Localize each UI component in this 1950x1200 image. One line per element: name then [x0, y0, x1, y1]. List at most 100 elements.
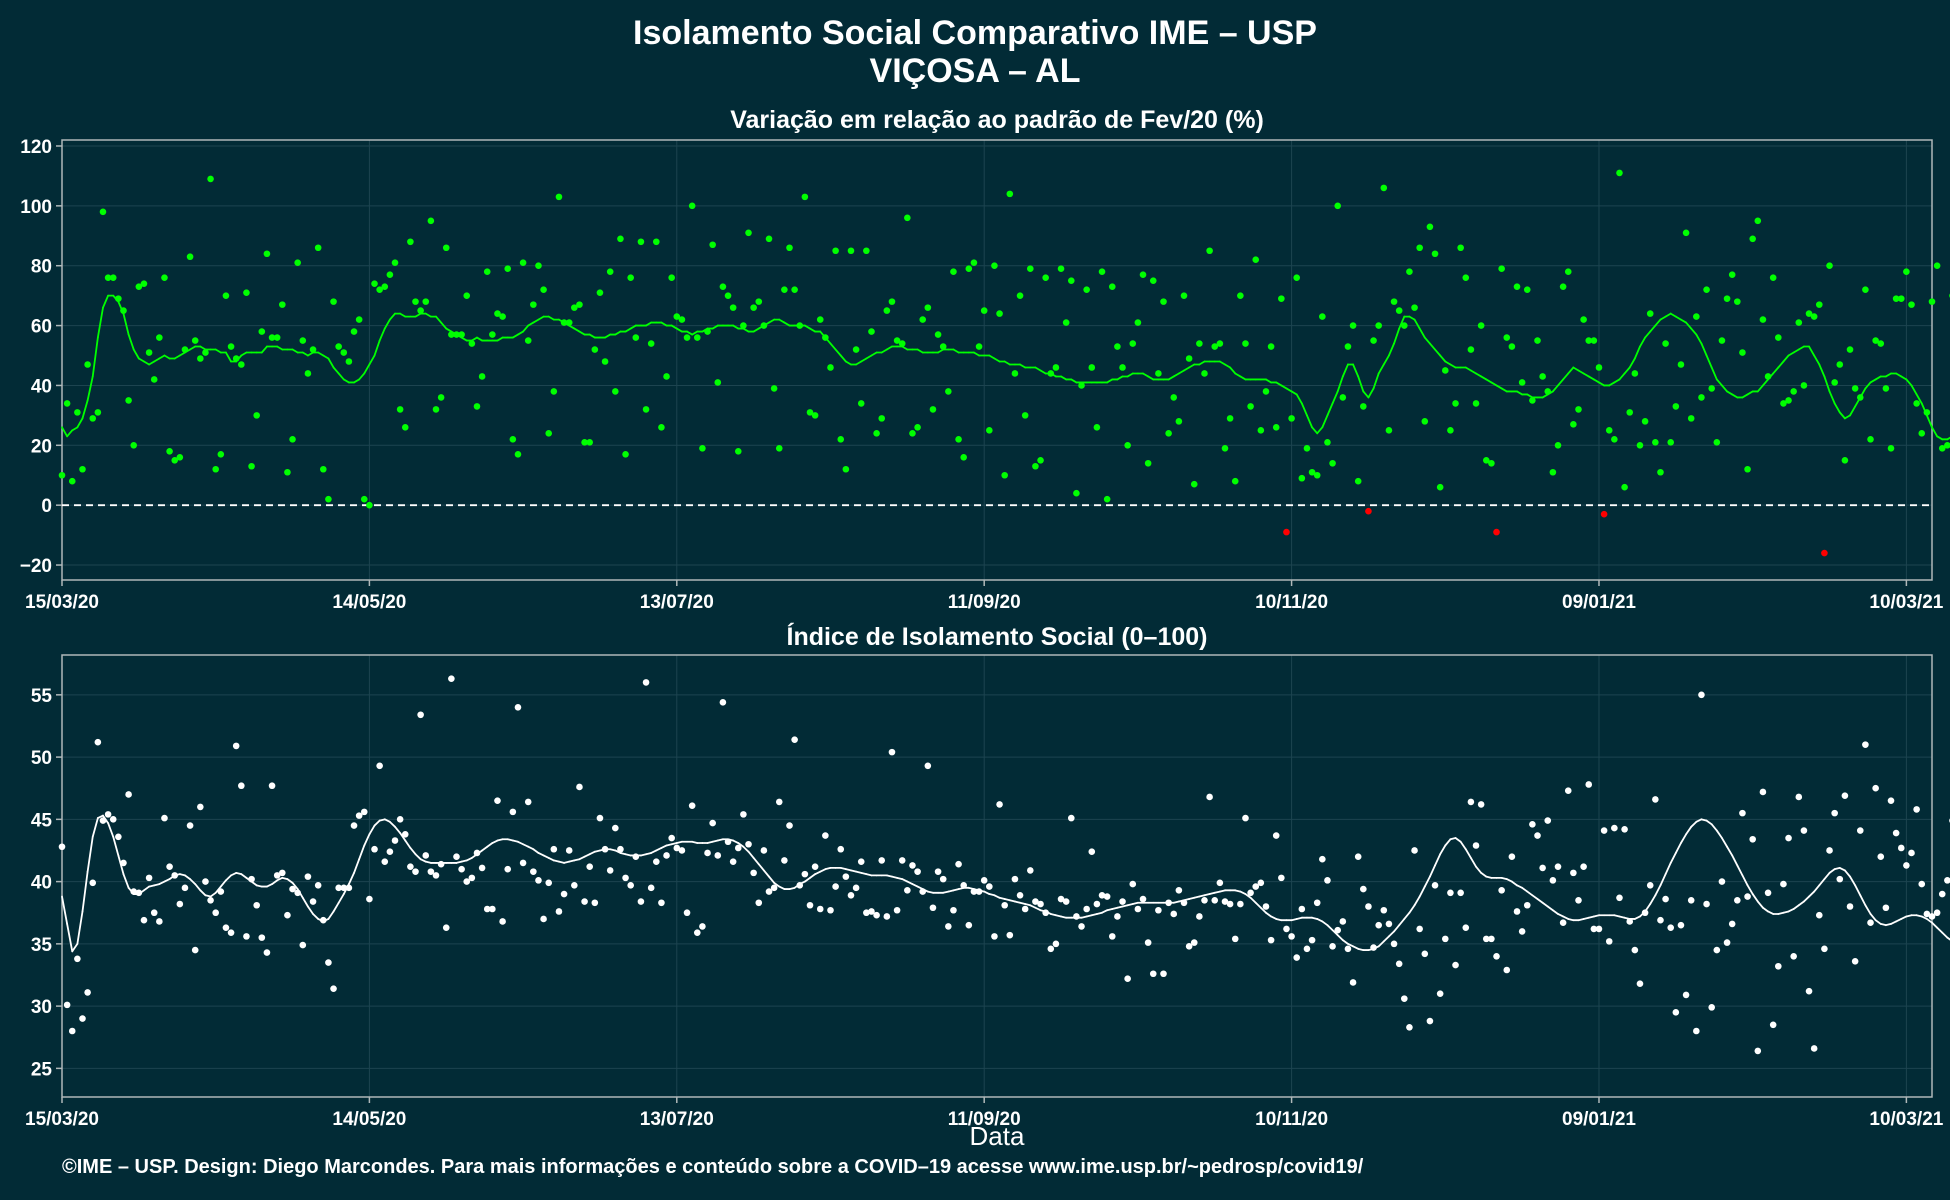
data-point [524, 798, 532, 806]
data-point [980, 307, 988, 314]
x-tick-label: 11/09/20 [948, 592, 1021, 613]
moving-average-segment [1895, 372, 1903, 378]
data-point [1436, 990, 1444, 997]
data-point [1308, 468, 1316, 476]
data-point [463, 292, 471, 299]
moving-average-segment [1500, 387, 1508, 393]
moving-average-segment [1470, 369, 1477, 375]
moving-average-segment [414, 853, 422, 861]
data-point [1892, 829, 1900, 837]
moving-average-segment [1531, 894, 1539, 900]
moving-average-segment [1557, 913, 1565, 918]
moving-average-segment [1039, 369, 1047, 375]
data-point [801, 193, 809, 201]
data-point [1882, 385, 1890, 392]
data-point [1057, 265, 1065, 273]
data-point [1605, 938, 1613, 945]
data-point [489, 905, 496, 913]
moving-average-segment [337, 893, 345, 904]
data-point [1098, 268, 1106, 276]
moving-average-segment [1685, 825, 1693, 836]
data-point [437, 860, 445, 868]
moving-average-segment [368, 354, 376, 366]
data-point [868, 328, 875, 335]
data-point [1011, 875, 1019, 883]
moving-average-segment [1710, 366, 1718, 381]
moving-average-segment [517, 840, 524, 846]
data-point [1324, 439, 1331, 446]
moving-average-segment [404, 839, 412, 849]
moving-average-segment [624, 327, 632, 333]
moving-average-segment [266, 883, 273, 888]
data-point [1641, 418, 1649, 425]
data-point [1534, 832, 1541, 839]
x-axis-label: Data [970, 1121, 1025, 1151]
moving-average-segment [752, 857, 760, 866]
moving-average-segment [1726, 390, 1734, 396]
data-point [863, 247, 870, 255]
data-point [1293, 954, 1301, 961]
data-point [1636, 442, 1644, 449]
data-point [268, 334, 276, 341]
data-point [1764, 889, 1772, 897]
moving-average-segment [809, 327, 817, 333]
data-point [1682, 991, 1690, 999]
moving-average-segment [537, 852, 545, 857]
moving-average-segment [1915, 393, 1923, 405]
data-point [1436, 483, 1444, 491]
moving-average-segment [1177, 369, 1185, 375]
moving-average-segment [573, 327, 581, 333]
moving-average-segment [322, 354, 330, 360]
moving-average-segment [655, 847, 663, 852]
data-point [986, 883, 993, 890]
data-point [1805, 987, 1813, 995]
moving-average-segment [1813, 354, 1821, 366]
moving-average-segment [1925, 918, 1933, 924]
moving-average-segment [1229, 366, 1237, 375]
moving-average-segment [86, 835, 94, 873]
data-point [1559, 919, 1567, 926]
data-point [166, 863, 173, 870]
moving-average-segment [91, 817, 99, 838]
data-point [642, 406, 650, 413]
data-point [1856, 827, 1864, 834]
data-point [1631, 370, 1639, 377]
data-point [1877, 853, 1885, 861]
data-point [663, 373, 670, 380]
data-point [622, 450, 629, 458]
data-point [1605, 427, 1613, 434]
data-point [1780, 400, 1787, 407]
moving-average-segment [373, 819, 381, 827]
data-point [791, 736, 798, 743]
moving-average-segment [1198, 360, 1206, 366]
moving-average-segment [1890, 920, 1898, 925]
data-point [965, 921, 973, 929]
data-point [340, 349, 348, 356]
data-point [309, 898, 317, 905]
data-point [1103, 893, 1111, 900]
moving-average-segment [1034, 366, 1042, 372]
moving-average-segment [96, 306, 104, 339]
moving-average-segment [778, 885, 786, 890]
data-point [376, 286, 383, 293]
moving-average-segment [1592, 378, 1600, 384]
moving-average-segment [1690, 327, 1698, 336]
moving-average-segment [645, 321, 653, 327]
data-point [816, 316, 824, 323]
data-point [1508, 343, 1516, 350]
moving-average-segment [1669, 852, 1677, 864]
data-point [765, 235, 773, 243]
data-point [1144, 939, 1152, 946]
moving-average-segment [1541, 393, 1549, 399]
moving-average-segment [1434, 348, 1442, 357]
data-point [1431, 882, 1439, 889]
moving-average-segment [1756, 384, 1764, 393]
moving-average-segment [1721, 384, 1728, 393]
data-point [1836, 875, 1844, 883]
data-point [1334, 202, 1341, 210]
moving-average-segment [1608, 381, 1616, 387]
data-point [996, 310, 1003, 317]
moving-average-segment [312, 913, 320, 920]
data-point [371, 845, 378, 853]
